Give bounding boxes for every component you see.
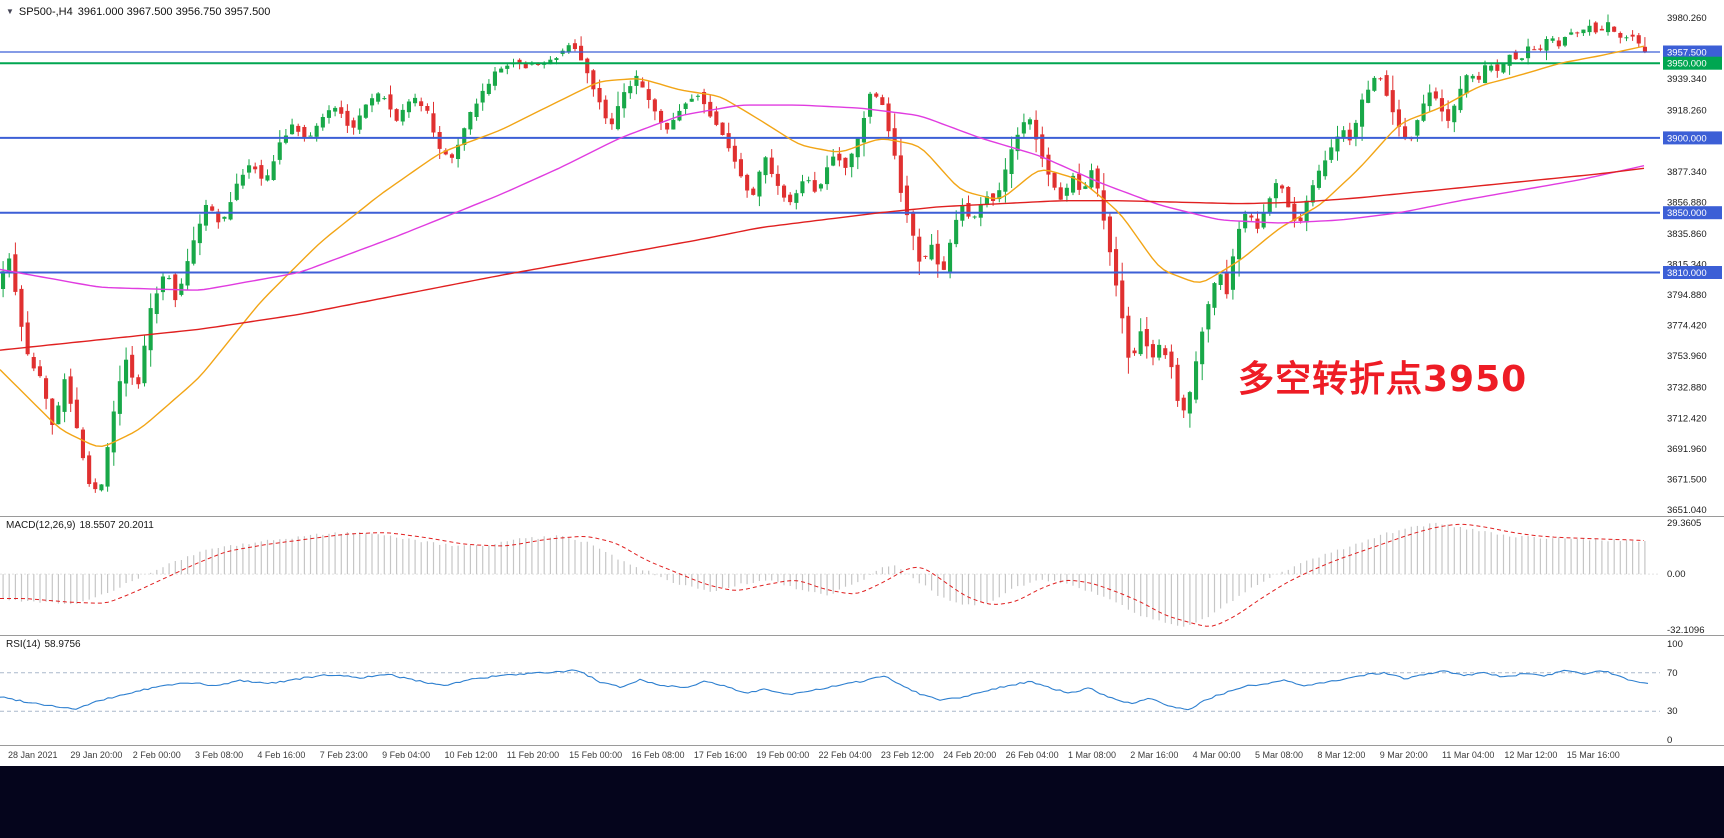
svg-text:3850.000: 3850.000 bbox=[1667, 208, 1707, 219]
price-tag-box bbox=[1663, 56, 1722, 70]
macd-axis: 29.3605 0.00 -32.1096 bbox=[1667, 518, 1705, 636]
svg-text:3980.260: 3980.260 bbox=[1667, 13, 1707, 24]
price-levels[interactable] bbox=[0, 51, 1660, 274]
candlesticks[interactable] bbox=[1, 14, 1647, 493]
svg-text:3794.880: 3794.880 bbox=[1667, 290, 1707, 301]
time-label: 4 Feb 16:00 bbox=[257, 750, 306, 760]
rsi-line bbox=[0, 669, 1649, 711]
symbol-label: SP500-,H4 bbox=[18, 6, 73, 18]
svg-text:3810.000: 3810.000 bbox=[1667, 268, 1707, 279]
bottom-band bbox=[0, 766, 1724, 838]
svg-text:3753.960: 3753.960 bbox=[1667, 351, 1707, 362]
svg-text:100: 100 bbox=[1667, 639, 1683, 650]
time-label: 11 Mar 04:00 bbox=[1442, 750, 1495, 760]
price-tag-box bbox=[1663, 266, 1722, 279]
collapse-chart-icon[interactable]: ▼ bbox=[6, 7, 14, 16]
moving-averages bbox=[0, 45, 1645, 448]
time-label: 15 Feb 00:00 bbox=[569, 750, 623, 760]
time-label: 2 Feb 00:00 bbox=[132, 750, 181, 760]
rsi-panel: 100 70 30 0 RSI(14) 58.9756 bbox=[0, 636, 1724, 746]
svg-text:3691.960: 3691.960 bbox=[1667, 444, 1707, 455]
rsi-axis: 100 70 30 0 bbox=[1667, 639, 1683, 746]
time-label: 28 Jan 2021 bbox=[8, 750, 58, 760]
time-label: 3 Feb 08:00 bbox=[195, 750, 244, 760]
price-tag-box bbox=[1663, 45, 1722, 59]
chart-header: ▼ SP500-,H4 3961.000 3967.500 3956.750 3… bbox=[6, 6, 270, 18]
time-label: 24 Feb 20:00 bbox=[943, 750, 997, 760]
rsi-svg[interactable]: 100 70 30 0 bbox=[0, 636, 1724, 746]
time-label: 22 Feb 04:00 bbox=[818, 750, 872, 760]
svg-text:3774.420: 3774.420 bbox=[1667, 321, 1707, 332]
svg-text:3712.420: 3712.420 bbox=[1667, 413, 1707, 424]
macd-histogram bbox=[2, 522, 1646, 627]
svg-text:3950.000: 3950.000 bbox=[1667, 59, 1707, 70]
time-label: 26 Feb 04:00 bbox=[1005, 750, 1059, 760]
svg-text:3877.340: 3877.340 bbox=[1667, 167, 1707, 178]
time-label: 9 Mar 20:00 bbox=[1379, 750, 1428, 760]
svg-text:3856.880: 3856.880 bbox=[1667, 197, 1707, 208]
time-label: 12 Mar 12:00 bbox=[1504, 750, 1558, 760]
svg-text:3732.880: 3732.880 bbox=[1667, 383, 1707, 394]
svg-text:29.3605: 29.3605 bbox=[1667, 518, 1701, 529]
price-axis: 3980.260 3939.340 3918.260 3877.340 3856.880… bbox=[1663, 13, 1722, 516]
time-label: 5 Mar 08:00 bbox=[1255, 750, 1304, 760]
time-label: 2 Mar 16:00 bbox=[1130, 750, 1179, 760]
macd-panel: 29.3605 0.00 -32.1096 MACD(12,26,9) 18.5507… bbox=[0, 517, 1724, 636]
svg-text:0: 0 bbox=[1667, 735, 1672, 746]
time-label: 9 Feb 04:00 bbox=[382, 750, 431, 760]
time-label: 29 Jan 20:00 bbox=[70, 750, 123, 760]
svg-text:0.00: 0.00 bbox=[1667, 569, 1686, 580]
macd-name: MACD(12,26,9) bbox=[6, 520, 76, 531]
time-label: 7 Feb 23:00 bbox=[319, 750, 368, 760]
price-tag-box bbox=[1663, 131, 1722, 145]
price-chart-svg[interactable]: 3980.260 3939.340 3918.260 3877.340 3856.880… bbox=[0, 0, 1724, 517]
time-label: 23 Feb 12:00 bbox=[880, 750, 934, 760]
macd-values: 18.5507 20.2011 bbox=[79, 520, 154, 531]
rsi-values: 58.9756 bbox=[44, 639, 81, 650]
time-label: 8 Mar 12:00 bbox=[1317, 750, 1366, 760]
time-axis[interactable]: 28 Jan 2021 29 Jan 20:00 2 Feb 00:00 3 Feb … bbox=[0, 746, 1724, 766]
chart-annotation-text: 多空转折点3950 bbox=[1238, 359, 1528, 400]
time-label: 16 Feb 08:00 bbox=[631, 750, 685, 760]
svg-text:3900.000: 3900.000 bbox=[1667, 133, 1707, 144]
svg-text:3671.500: 3671.500 bbox=[1667, 474, 1707, 485]
price-tag-box bbox=[1663, 206, 1722, 220]
time-label: 19 Feb 00:00 bbox=[756, 750, 810, 760]
slow-ma-red bbox=[0, 167, 1645, 351]
svg-text:3939.340: 3939.340 bbox=[1667, 74, 1707, 85]
macd-label: MACD(12,26,9) 18.5507 20.2011 bbox=[6, 520, 158, 531]
svg-text:70: 70 bbox=[1667, 668, 1678, 679]
time-label: 1 Mar 08:00 bbox=[1067, 750, 1116, 760]
fast-ma-orange bbox=[0, 45, 1645, 448]
svg-text:3918.260: 3918.260 bbox=[1667, 106, 1707, 117]
mid-ma-magenta bbox=[0, 104, 1645, 291]
svg-text:-32.1096: -32.1096 bbox=[1667, 625, 1705, 636]
time-label: 4 Mar 00:00 bbox=[1192, 750, 1241, 760]
svg-text:3815.340: 3815.340 bbox=[1667, 260, 1707, 271]
time-label: 17 Feb 16:00 bbox=[693, 750, 747, 760]
macd-signal-line bbox=[0, 523, 1645, 627]
price-chart-panel: 3980.260 3939.340 3918.260 3877.340 3856.880… bbox=[0, 0, 1724, 517]
ohlc-values-label: 3961.000 3967.500 3956.750 3957.500 bbox=[77, 6, 271, 18]
time-label: 15 Mar 16:00 bbox=[1566, 750, 1620, 760]
macd-svg[interactable]: 29.3605 0.00 -32.1096 bbox=[0, 517, 1724, 636]
rsi-name: RSI(14) bbox=[6, 639, 41, 650]
rsi-label: RSI(14) 58.9756 bbox=[6, 639, 85, 650]
time-label: 10 Feb 12:00 bbox=[444, 750, 498, 760]
svg-text:3835.860: 3835.860 bbox=[1667, 229, 1707, 240]
svg-text:3957.500: 3957.500 bbox=[1667, 48, 1707, 59]
time-label: 11 Feb 20:00 bbox=[506, 750, 560, 760]
svg-text:30: 30 bbox=[1667, 706, 1678, 717]
svg-text:3651.040: 3651.040 bbox=[1667, 505, 1707, 516]
